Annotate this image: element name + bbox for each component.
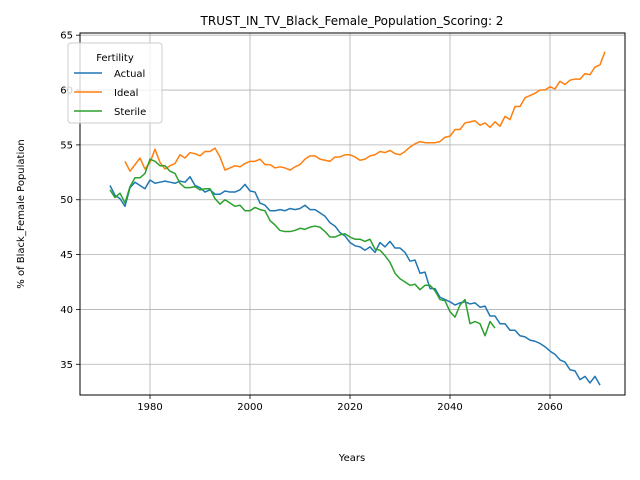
- y-tick-label: 50: [60, 195, 73, 206]
- legend-item-ideal: Ideal: [74, 88, 138, 99]
- y-tick-label: 65: [60, 31, 73, 42]
- x-axis-label: Years: [338, 453, 365, 464]
- legend-label: Sterile: [114, 107, 146, 118]
- y-tick-label: 45: [60, 250, 73, 261]
- legend-label: Actual: [114, 69, 145, 80]
- series-lines: [109, 51, 606, 386]
- series-line-actual: [109, 175, 601, 386]
- grid: [80, 33, 625, 395]
- legend-title: Fertility: [96, 53, 134, 64]
- series-line-ideal: [124, 51, 606, 172]
- y-tick-label: 40: [60, 305, 73, 316]
- x-tick-label: 1980: [137, 402, 162, 413]
- y-tick-label: 60: [60, 86, 73, 97]
- x-tick-label: 2040: [437, 402, 462, 413]
- series-line-sterile: [109, 158, 496, 337]
- x-tick-label: 2020: [337, 402, 362, 413]
- y-tick-label: 55: [60, 140, 73, 151]
- y-axis-label: % of Black_Female Population: [16, 139, 27, 288]
- legend-item-actual: Actual: [74, 69, 145, 80]
- legend-label: Ideal: [114, 88, 138, 99]
- axis-ticks: 1980 2000 2020 2040 2060 35 40 45 50 55 60 65: [60, 31, 562, 413]
- chart-title: TRUST_IN_TV_Black_Female_Population_Scor…: [200, 14, 504, 28]
- x-tick-label: 2000: [237, 402, 262, 413]
- legend-box: [67, 42, 163, 124]
- y-tick-label: 35: [60, 360, 73, 371]
- legend: Fertility Actual Ideal Sterile: [67, 42, 163, 124]
- plot-frame: [79, 32, 626, 396]
- x-tick-label: 2060: [537, 402, 562, 413]
- legend-item-sterile: Sterile: [74, 107, 146, 118]
